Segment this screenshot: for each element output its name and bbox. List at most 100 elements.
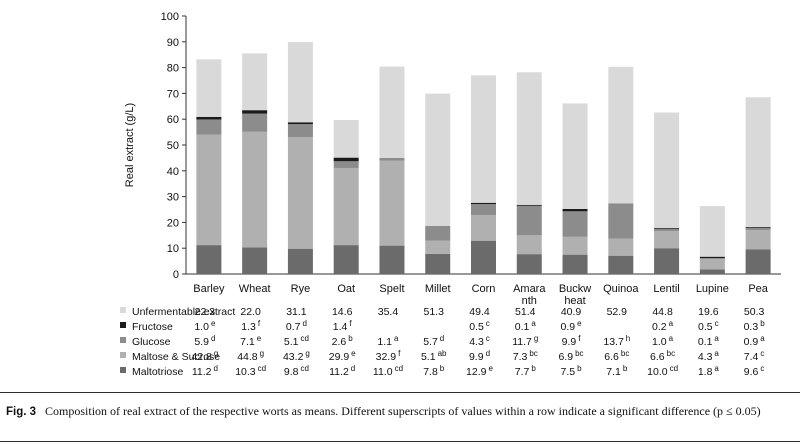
bar-segment	[242, 113, 268, 132]
bar-segment	[196, 119, 222, 135]
y-axis-title: Real extract (g/L)	[124, 103, 136, 187]
table-value: 12.9 e	[466, 364, 493, 378]
legend-swatch	[120, 352, 126, 358]
bar-segment	[516, 235, 542, 255]
y-tick-label: 0	[173, 269, 179, 281]
figure-caption: Fig. 3 Composition of real extract of th…	[6, 403, 796, 420]
bar-segment	[379, 66, 405, 158]
table-value: 10.0 cd	[647, 364, 678, 378]
legend-label: Maltotriose	[132, 366, 184, 378]
bar-segment	[379, 157, 405, 161]
bar-segment	[699, 256, 725, 259]
bar-segment	[699, 269, 725, 274]
bar-segment	[562, 254, 588, 274]
table-value: 7.4 c	[744, 349, 765, 363]
table-value: 9.6 c	[744, 364, 765, 378]
bar-segment	[562, 208, 588, 212]
bar-segment	[745, 97, 771, 228]
category-label: Buckw heat	[559, 283, 591, 307]
table-value: 5.9 d	[194, 334, 215, 348]
bar-segment	[516, 204, 542, 206]
table-value: 31.1	[286, 306, 307, 318]
category-label: Barley	[193, 283, 225, 295]
bar-segment	[242, 110, 268, 114]
table-value: 52.9	[607, 306, 628, 318]
category-label: Lupine	[696, 283, 729, 295]
bar-segment	[425, 93, 451, 227]
bar-segment	[333, 119, 359, 158]
table-value: 50.3	[744, 306, 765, 318]
bar-segment	[562, 211, 588, 237]
bar-segment	[516, 72, 542, 205]
bar-segment	[654, 248, 680, 274]
y-axis: 0 10 20 30 40 50 60 70 80 90 100	[161, 11, 781, 281]
y-tick-label: 70	[167, 88, 179, 100]
table-value: 0.2 a	[652, 319, 674, 333]
bar-segment	[608, 255, 634, 274]
table-value: 5.1 cd	[284, 334, 309, 348]
table-value: 9.9 d	[469, 349, 490, 363]
table-value: 1.8 a	[698, 364, 720, 378]
bar-segment	[699, 258, 725, 259]
bar-segment	[608, 203, 634, 239]
table-value: 22.3	[195, 306, 216, 318]
category-label: Corn	[472, 283, 496, 295]
table-value: 9.9 f	[562, 334, 582, 348]
bar-segment	[471, 215, 496, 241]
y-tick-label: 80	[167, 63, 179, 75]
table-value: 10.3 cd	[235, 364, 266, 378]
table-value: 0.7 d	[286, 319, 307, 333]
caption-top-rule	[0, 392, 800, 393]
bar-segment	[745, 249, 771, 274]
table-value: 40.9	[561, 306, 582, 318]
category-label: Rye	[291, 283, 311, 295]
bar-segment	[333, 157, 359, 162]
bar-segment	[333, 161, 359, 168]
bar-segment	[425, 253, 451, 274]
bar-segment	[242, 247, 268, 274]
bar-segment	[608, 238, 634, 256]
table-value: 5.1 ab	[421, 349, 447, 363]
bar-segment	[287, 124, 313, 138]
table-value: 51.3	[424, 306, 445, 318]
legend-label: Glucose	[132, 336, 171, 348]
bar-segment	[745, 227, 771, 231]
bar-segment	[516, 254, 542, 274]
bar-segment	[471, 202, 496, 205]
y-tick-label: 30	[167, 192, 179, 204]
bar-segment	[425, 240, 451, 254]
bar-segment	[242, 53, 268, 111]
y-tick-label: 60	[167, 114, 179, 126]
table-value: 22.0	[240, 306, 261, 318]
category-label: Lentil	[653, 283, 679, 295]
bar-segment	[333, 167, 359, 246]
table-value: 0.5 c	[698, 319, 719, 333]
bar-segment	[699, 258, 725, 270]
table-value: 4.3 c	[469, 334, 490, 348]
table-value: 0.1 a	[515, 319, 537, 333]
table-value: 0.9 e	[561, 319, 583, 333]
bar-segment	[608, 66, 634, 204]
table-value: 44.8 g	[237, 349, 264, 363]
caption-bottom-rule	[0, 441, 800, 442]
table-value: 11.2 d	[329, 364, 355, 378]
legend-label: Unfermentable extract	[132, 306, 235, 318]
table-value: 32.9 f	[376, 349, 401, 363]
table-value: 4.3 a	[698, 349, 720, 363]
table-value: 0.9 a	[744, 334, 766, 348]
table-value: 7.1 b	[606, 364, 628, 378]
table-value: 1.0 e	[194, 319, 216, 333]
bar-segment	[196, 59, 222, 117]
stacked-bar-chart: 0 10 20 30 40 50 60 70 80 90 100 Barley Wheat Rye Oat…	[120, 11, 781, 378]
table-value: 11.7 g	[512, 334, 538, 348]
table-value: 1.1 a	[377, 334, 399, 348]
bar-segment	[379, 160, 405, 246]
bar-segment	[654, 231, 680, 249]
category-label: Quinoa	[603, 283, 639, 295]
bar-segment	[562, 103, 588, 209]
table-value: 0.5 c	[469, 319, 490, 333]
category-label: Millet	[425, 283, 451, 295]
table-value: 42.8 g	[191, 349, 218, 363]
legend-swatch	[120, 307, 126, 313]
table-value: 7.5 b	[561, 364, 583, 378]
